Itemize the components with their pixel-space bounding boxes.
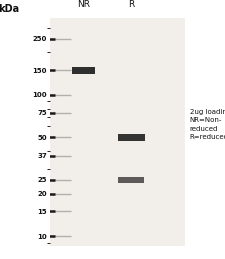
Text: kDa: kDa [0,4,19,13]
FancyBboxPatch shape [72,67,95,74]
Text: NR: NR [77,0,90,9]
Text: 2ug loading
NR=Non-
reduced
R=reduced: 2ug loading NR=Non- reduced R=reduced [189,109,225,140]
FancyBboxPatch shape [117,134,144,141]
FancyBboxPatch shape [118,177,143,183]
Text: R: R [127,0,134,9]
